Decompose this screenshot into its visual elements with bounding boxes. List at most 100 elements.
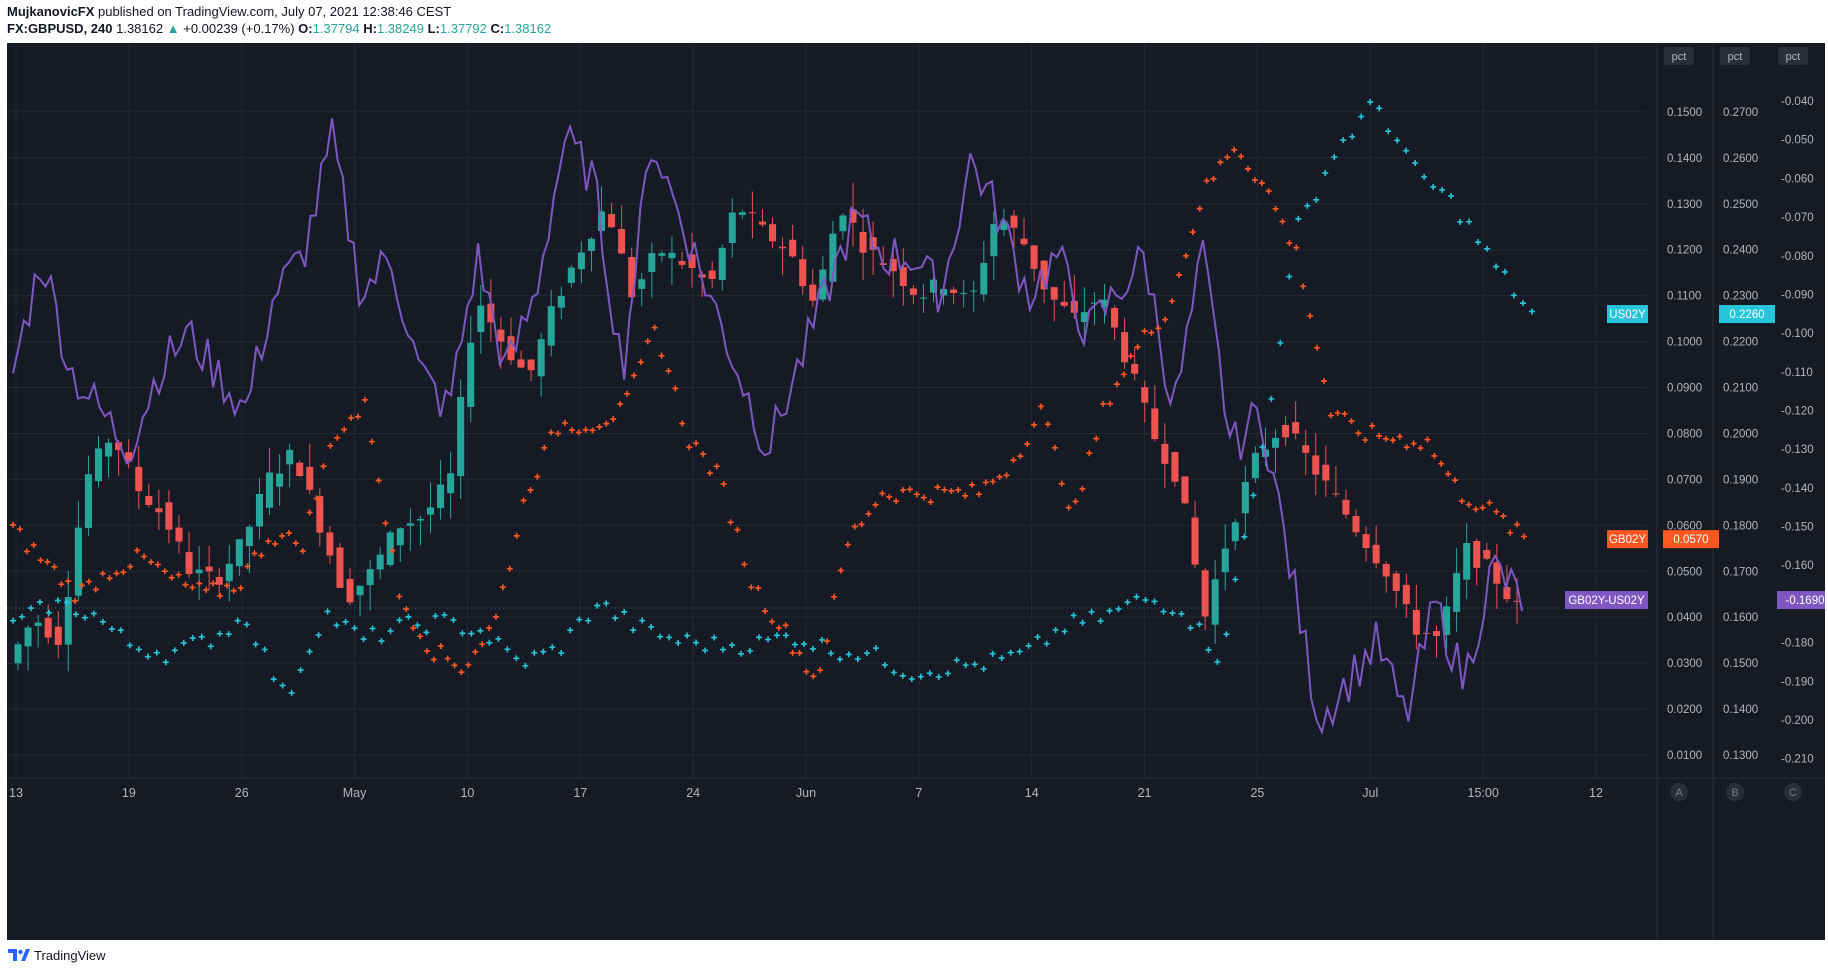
chart-area[interactable]: pct 0.1500 0.1400 0.1300 0.1200 0.1100 0.1000 0… xyxy=(7,43,1825,940)
gb02y-point xyxy=(1072,498,1079,505)
us02y-point xyxy=(1160,608,1167,615)
us02y-point xyxy=(567,627,574,634)
tradingview-brand-label[interactable]: TradingView xyxy=(34,948,106,963)
candle-body xyxy=(356,585,364,596)
candle-body xyxy=(1191,517,1199,565)
us02y-point xyxy=(1232,576,1239,583)
gb02y-point xyxy=(1334,410,1341,417)
series-name-tag-text: GB02Y-US02Y xyxy=(1568,595,1645,607)
candle-body xyxy=(1503,587,1511,600)
price-scale-tick: -0.150 xyxy=(1781,522,1814,534)
gb02y-point xyxy=(272,540,279,547)
scale-button-a xyxy=(1670,783,1688,801)
gb02y-point xyxy=(1058,480,1065,487)
us02y-point xyxy=(36,599,43,606)
gb02y-point xyxy=(58,581,65,588)
candle-body xyxy=(1342,499,1350,515)
candle-body xyxy=(748,212,756,214)
gb02y-point xyxy=(1010,457,1017,464)
gb02y-point xyxy=(1265,188,1272,195)
candle-body xyxy=(1201,570,1209,617)
us02y-point xyxy=(1385,128,1392,135)
us02y-point xyxy=(162,659,169,666)
us02y-point xyxy=(836,656,843,663)
gb02y-point xyxy=(1369,422,1376,429)
gb02y-point xyxy=(1514,521,1521,528)
symbol-label[interactable]: FX:GBPUSD, 240 xyxy=(7,21,113,36)
us02y-point xyxy=(315,632,322,639)
gb02y-point xyxy=(65,578,72,585)
gb02y-point xyxy=(334,434,341,441)
gb02y-point xyxy=(555,430,562,437)
us02y-point xyxy=(306,648,313,655)
candle-body xyxy=(1040,260,1048,290)
us02y-point xyxy=(99,618,106,625)
us02y-point xyxy=(630,627,637,634)
candle-body xyxy=(889,259,897,272)
gb02y-point xyxy=(1300,283,1307,290)
candle-body xyxy=(1282,425,1290,438)
gb02y-point xyxy=(706,470,713,477)
price-change: +0.00239 (+0.17%) xyxy=(183,21,295,36)
gb02y-point xyxy=(327,442,334,449)
us02y-point xyxy=(747,647,754,654)
gb02y-point xyxy=(423,648,430,655)
us02y-point xyxy=(54,597,61,604)
us02y-point xyxy=(854,656,861,663)
price-chart[interactable]: pct 0.1500 0.1400 0.1300 0.1200 0.1100 0.1000 0… xyxy=(7,43,1825,940)
us02y-point xyxy=(369,625,376,632)
candle-body xyxy=(185,552,193,574)
us02y-point xyxy=(782,632,789,639)
author-name[interactable]: MujkanovicFX xyxy=(7,4,95,19)
candle-body xyxy=(577,252,585,270)
gb02y-point xyxy=(872,501,879,508)
us02y-point xyxy=(1214,658,1221,665)
candle-body xyxy=(547,306,555,346)
candle-body xyxy=(1221,548,1229,573)
price-scale-tick: 0.2100 xyxy=(1723,383,1758,395)
price-scale-tick: -0.200 xyxy=(1781,715,1814,727)
tradingview-logo-icon[interactable] xyxy=(8,948,30,962)
gb02y-point xyxy=(1031,421,1038,428)
candle-body xyxy=(708,270,716,279)
gb02y-point xyxy=(1134,344,1141,351)
gb02y-point xyxy=(458,669,465,676)
us02y-point xyxy=(881,661,888,668)
candle-body xyxy=(1090,302,1098,304)
us02y-point xyxy=(522,662,529,669)
gb02y-point xyxy=(389,547,396,554)
gb02y-point xyxy=(851,523,858,530)
us02y-point xyxy=(72,611,79,618)
last-price: 1.38162 xyxy=(116,21,164,36)
us02y-point xyxy=(998,654,1005,661)
publish-line: MujkanovicFX published on TradingView.co… xyxy=(7,4,451,19)
published-text: published on TradingView.com, July 07, 2… xyxy=(98,4,452,19)
gb02y-point xyxy=(1445,470,1452,477)
price-scale-tick: 0.0200 xyxy=(1667,704,1702,716)
us02y-point xyxy=(495,635,502,642)
gb02y-point xyxy=(313,495,320,502)
us02y-point xyxy=(1313,196,1320,203)
ohlc-line: FX:GBPUSD, 240 1.38162 ▲ +0.00239 (+0.17… xyxy=(7,21,551,36)
us02y-point xyxy=(387,627,394,634)
candle-body xyxy=(1483,549,1491,559)
us02y-point xyxy=(765,636,772,643)
price-scale-tick: -0.110 xyxy=(1781,367,1813,379)
candle-body xyxy=(467,342,475,408)
us02y-point xyxy=(1475,239,1482,246)
gb02y-point xyxy=(1231,146,1238,153)
gb02y-point xyxy=(106,575,113,582)
time-axis-tick: May xyxy=(343,786,367,800)
candle-body xyxy=(145,496,153,506)
candle-body xyxy=(276,473,284,487)
price-scale-tick: 0.0800 xyxy=(1667,428,1702,440)
price-scale-tick: -0.130 xyxy=(1781,444,1814,456)
scale-button-label: C xyxy=(1789,787,1797,799)
us02y-point xyxy=(414,622,421,629)
price-scale-tick: 0.0300 xyxy=(1667,658,1702,670)
time-axis-tick: Jun xyxy=(796,786,816,800)
gb02y-point xyxy=(306,509,313,516)
us02y-point xyxy=(468,630,475,637)
us02y-point xyxy=(1502,268,1509,275)
gb02y-point xyxy=(913,491,920,498)
